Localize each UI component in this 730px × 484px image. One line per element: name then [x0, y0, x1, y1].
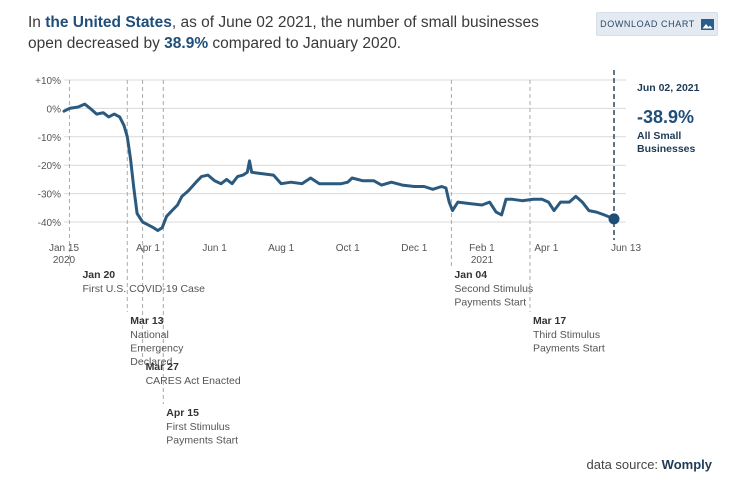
data-source-name: Womply — [661, 457, 712, 472]
event-text-line: Emergency — [130, 343, 184, 355]
endpoint-dot — [608, 213, 620, 225]
line-chart: +10% 0% -10% -20% -30% -40% Jun 02, 2021 -38.9%… — [35, 70, 700, 447]
endpoint-value: -38.9% — [637, 107, 694, 127]
headline-place: the United States — [45, 14, 172, 31]
event-text-line: Payments Start — [454, 297, 526, 309]
x-tick-label: Dec 1 — [401, 243, 428, 254]
event-title: Mar 27 — [146, 361, 179, 373]
endpoint-date: Jun 02, 2021 — [637, 82, 700, 94]
data-source: data source: Womply — [587, 457, 713, 472]
event-title: Jan 04 — [454, 269, 487, 281]
y-tick-label: +10% — [35, 76, 61, 87]
endpoint-label-line: All Small — [637, 130, 681, 142]
event-text-line: National — [130, 329, 169, 341]
x-tick-label: Oct 1 — [336, 243, 360, 254]
x-tick-label: Jun 13 — [611, 243, 641, 254]
event-text-line: CARES Act Enacted — [146, 375, 241, 387]
y-tick-label: -10% — [38, 133, 61, 144]
chart-headline: In the United States, as of June 02 2021… — [28, 12, 568, 54]
endpoint-label-line: Businesses — [637, 143, 696, 155]
event-title: Apr 15 — [166, 407, 199, 419]
series-line — [62, 102, 616, 232]
x-tick-label: Jan 15 — [49, 243, 79, 254]
event-text-line: Second Stimulus — [454, 283, 533, 295]
event-text-line: Third Stimulus — [533, 329, 600, 341]
data-source-label: data source: — [586, 457, 659, 472]
x-tick-label: Jun 1 — [202, 243, 227, 254]
x-tick-sublabel: 2021 — [471, 255, 494, 266]
download-chart-button[interactable]: DOWNLOAD CHART — [596, 12, 718, 36]
event-text-line: Payments Start — [533, 343, 605, 355]
event-text-line: Declared — [130, 356, 172, 368]
headline-prefix: In — [28, 14, 46, 31]
headline-change: 38.9% — [164, 35, 209, 52]
y-tick-label: -40% — [38, 218, 61, 229]
x-tick-label: Aug 1 — [268, 243, 295, 254]
x-tick-label: Apr 1 — [136, 243, 160, 254]
event-text-line: First U.S. COVID-19 Case — [82, 283, 205, 295]
y-tick-label: 0% — [47, 104, 62, 115]
headline-suffix: compared to January 2020. — [208, 35, 402, 52]
event-text-line: Payments Start — [166, 435, 238, 447]
x-tick-sublabel: 2020 — [53, 255, 76, 266]
event-title: Mar 13 — [130, 315, 163, 327]
event-title: Jan 20 — [82, 269, 115, 281]
event-text-line: First Stimulus — [166, 421, 230, 433]
image-icon — [700, 18, 714, 30]
headline-mid: , as of June 02 2021, the number of smal… — [28, 14, 539, 52]
y-tick-label: -30% — [38, 190, 61, 201]
event-title: Mar 17 — [533, 315, 566, 327]
x-tick-label: Apr 1 — [534, 243, 558, 254]
download-chart-label: DOWNLOAD CHART — [600, 19, 695, 29]
x-tick-label: Feb 1 — [469, 243, 495, 254]
y-tick-label: -20% — [38, 161, 61, 172]
